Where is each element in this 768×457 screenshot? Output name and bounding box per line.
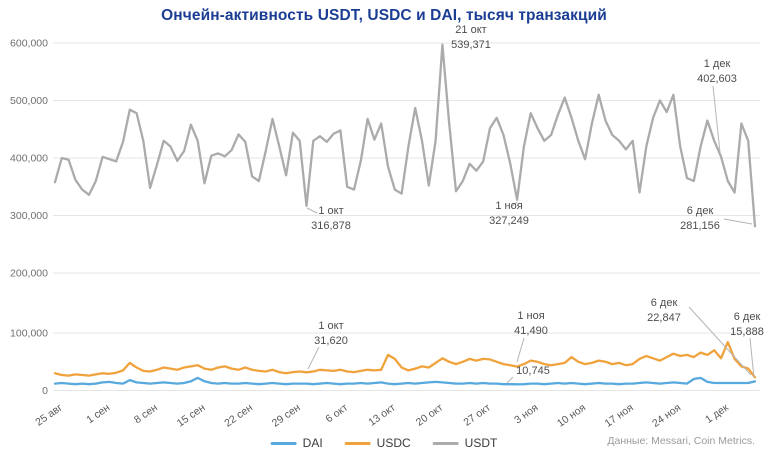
chart-title: Ончейн-активность USDT, USDC и DAI, тыся… <box>161 7 607 24</box>
series-line-dai <box>53 376 757 386</box>
annotation-date: 6 дек <box>651 297 678 309</box>
legend-item-usdt: USDT <box>432 436 498 450</box>
annotation-connector <box>510 201 518 208</box>
annotation-value: 539,371 <box>451 39 491 51</box>
legend-item-usdc: USDC <box>344 436 411 450</box>
y-tick-label: 100,000 <box>10 328 48 340</box>
y-tick-label: 600,000 <box>10 38 48 50</box>
y-tick-label: 300,000 <box>10 210 48 222</box>
x-tick-label: 29 сен <box>270 402 303 430</box>
annotation-value: 22,847 <box>647 312 681 324</box>
annotation-date: 1 окт <box>318 205 343 217</box>
dai-line-swatch <box>270 441 297 445</box>
annotation-connector <box>307 346 320 370</box>
annotation-value: 15,888 <box>730 326 764 338</box>
x-tick-label: 6 окт <box>324 402 351 426</box>
annotation-connector <box>306 207 318 214</box>
annotation-connector <box>749 337 755 379</box>
x-tick-label: 25 авг <box>33 402 64 429</box>
x-tick-label: 13 окт <box>366 402 398 429</box>
legend-label-usdc: USDC <box>376 436 411 450</box>
y-tick-label: 0 <box>42 385 48 397</box>
x-tick-label: 1 дек <box>703 401 731 426</box>
data-source-note: Данные: Messari, Coin Metrics. <box>607 435 755 447</box>
x-tick-label: 3 ноя <box>512 402 540 427</box>
usdt-line-swatch <box>432 441 459 445</box>
x-tick-label: 15 сен <box>175 402 208 430</box>
legend-label-dai: DAI <box>302 436 323 450</box>
series-line-usdt <box>53 43 757 228</box>
x-tick-label: 24 ноя <box>650 402 683 430</box>
annotation-value: 327,249 <box>489 215 529 227</box>
annotation-value: 316,878 <box>311 220 351 232</box>
x-tick-label: 22 сен <box>222 402 255 430</box>
x-tick-label: 8 сен <box>132 402 160 427</box>
chart-legend: DAI USDC USDT <box>270 436 498 450</box>
annotation-date: 1 ноя <box>517 310 544 322</box>
x-tick-label: 1 сен <box>84 402 112 427</box>
annotation-connector <box>723 218 753 225</box>
x-tick-label: 20 окт <box>414 402 446 429</box>
series-line-usdc <box>53 341 757 379</box>
annotation-connector <box>516 337 525 363</box>
x-tick-label: 17 ноя <box>603 402 636 430</box>
legend-item-dai: DAI <box>270 436 323 450</box>
annotation-connector <box>712 85 721 153</box>
y-tick-label: 400,000 <box>10 153 48 165</box>
annotation-date: 1 окт <box>318 320 343 332</box>
annotation-value: 10,745 <box>516 365 550 377</box>
annotation-value: 41,490 <box>514 325 548 337</box>
annotation-value: 281,156 <box>680 220 720 232</box>
x-tick-label: 10 ноя <box>555 402 588 430</box>
annotation-value: 31,620 <box>314 335 348 347</box>
annotation-value: 402,603 <box>697 73 737 85</box>
usdc-line-swatch <box>344 441 371 445</box>
x-tick-label: 27 окт <box>461 402 493 429</box>
y-tick-label: 500,000 <box>10 95 48 107</box>
annotation-connector <box>688 306 752 376</box>
annotation-date: 6 дек <box>734 311 761 323</box>
y-tick-label: 200,000 <box>10 268 48 280</box>
legend-label-usdt: USDT <box>464 436 498 450</box>
annotation-date: 1 ноя <box>495 200 522 212</box>
annotation-connector <box>506 376 514 384</box>
annotation-date: 6 дек <box>687 205 714 217</box>
annotation-date: 21 окт <box>455 24 486 36</box>
annotation-date: 1 дек <box>704 58 731 70</box>
